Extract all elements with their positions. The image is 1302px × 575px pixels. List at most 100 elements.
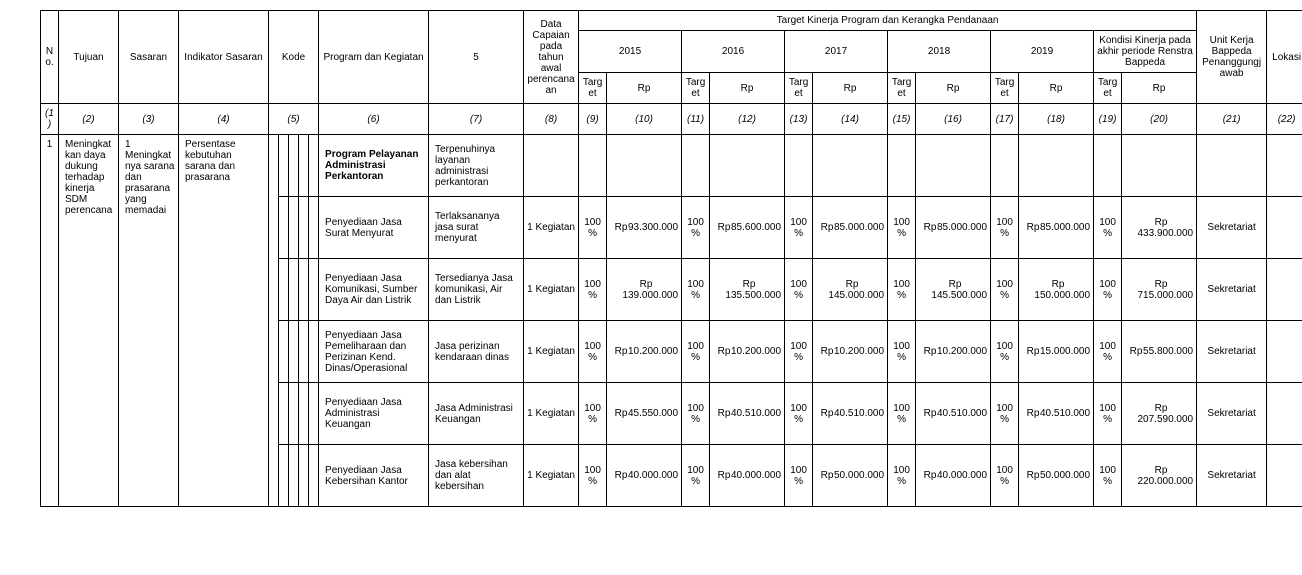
th-rp: Rp	[813, 73, 888, 104]
cell-rp: Rp220.000.000	[1122, 445, 1197, 507]
cell-rp: Rp10.200.000	[916, 321, 991, 383]
cell-rp: Rp715.000.000	[1122, 259, 1197, 321]
rp-label: Rp	[842, 279, 859, 290]
cell: 100%	[682, 445, 710, 507]
cell: 100%	[991, 321, 1019, 383]
rp-label: Rp	[1151, 403, 1168, 414]
colnum: (5)	[269, 104, 319, 135]
cell	[1267, 259, 1302, 321]
rp-label: Rp	[1023, 346, 1040, 357]
rp-label: Rp	[739, 279, 756, 290]
colnum: (3)	[119, 104, 179, 135]
cell: 100%	[682, 197, 710, 259]
rp-label: Rp	[611, 346, 628, 357]
cell-out: Jasa perizinan kendaraan dinas	[429, 321, 524, 383]
cell-kode	[309, 445, 319, 507]
rp-label: Rp	[920, 408, 937, 419]
cell	[785, 135, 813, 197]
colnum: (15)	[888, 104, 916, 135]
cell-kode	[279, 321, 289, 383]
th-sasaran: Sasaran	[119, 11, 179, 104]
colnum: (13)	[785, 104, 813, 135]
rp-val: 40.000.000	[731, 470, 781, 481]
cell: 100%	[888, 321, 916, 383]
cell-rp: Rp10.200.000	[607, 321, 682, 383]
cell-kode	[309, 197, 319, 259]
cell-out: Terpenuhinya layanan administrasi perkan…	[429, 135, 524, 197]
rp-val: 139.000.000	[622, 290, 678, 301]
cell-program: Penyediaan Jasa Surat Menyurat	[319, 197, 429, 259]
cell-kode	[299, 197, 309, 259]
cell-rp: Rp145.500.000	[916, 259, 991, 321]
cell-kode	[299, 445, 309, 507]
cell-rp: Rp40.000.000	[916, 445, 991, 507]
rp-label: Rp	[1048, 279, 1065, 290]
cell: 100%	[579, 259, 607, 321]
cell: 100%	[579, 445, 607, 507]
cell: 100%	[1094, 259, 1122, 321]
cell: 100%	[888, 445, 916, 507]
colnum: (18)	[1019, 104, 1094, 135]
rp-label: Rp	[1023, 408, 1040, 419]
cell-rp: Rp433.900.000	[1122, 197, 1197, 259]
rp-label: Rp	[714, 222, 731, 233]
cell-program: Penyediaan Jasa Komunikasi, Sumber Daya …	[319, 259, 429, 321]
th-indikator: Indikator Sasaran	[179, 11, 269, 104]
colnum: (4)	[179, 104, 269, 135]
cell: 100%	[682, 259, 710, 321]
rp-label: Rp	[611, 408, 628, 419]
cell-out: Terlaksananya jasa surat menyurat	[429, 197, 524, 259]
cell-no: 1	[41, 135, 59, 507]
cell-rp: Rp85.000.000	[813, 197, 888, 259]
cell-kode	[309, 383, 319, 445]
rp-val: 55.800.000	[1143, 346, 1193, 357]
rp-val: 135.500.000	[725, 290, 781, 301]
rp-label: Rp	[714, 346, 731, 357]
cell-rp: Rp55.800.000	[1122, 321, 1197, 383]
rp-val: 40.000.000	[937, 470, 987, 481]
cell: 1 Kegiatan	[524, 259, 579, 321]
cell-kode	[279, 383, 289, 445]
cell-kode	[309, 135, 319, 197]
rp-val: 10.200.000	[731, 346, 781, 357]
cell-kode	[279, 259, 289, 321]
colnum: (12)	[710, 104, 785, 135]
rp-val: 40.510.000	[1040, 408, 1090, 419]
rp-val: 145.000.000	[828, 290, 884, 301]
colnum: (22)	[1267, 104, 1302, 135]
colnum: (16)	[916, 104, 991, 135]
cell: 100%	[991, 197, 1019, 259]
rp-label: Rp	[920, 470, 937, 481]
cell-rp: Rp139.000.000	[607, 259, 682, 321]
rp-val: 40.510.000	[731, 408, 781, 419]
rp-label: Rp	[920, 222, 937, 233]
rp-val: 207.590.000	[1137, 414, 1193, 425]
cell-indikator: Persentase kebutuhan sarana dan prasaran…	[179, 135, 269, 507]
rp-label: Rp	[1151, 465, 1168, 476]
cell: 100%	[682, 383, 710, 445]
cell: 100%	[1094, 383, 1122, 445]
cell-program: Program Pelayanan Administrasi Perkantor…	[319, 135, 429, 197]
cell-tujuan: Meningkatkan daya dukung terhadap kinerj…	[59, 135, 119, 507]
rp-label: Rp	[817, 408, 834, 419]
rp-label: Rp	[714, 470, 731, 481]
colnum: (6)	[319, 104, 429, 135]
cell: 100%	[888, 383, 916, 445]
cell: 100%	[785, 383, 813, 445]
th-rp: Rp	[710, 73, 785, 104]
cell-kode	[309, 259, 319, 321]
th-target: Target	[682, 73, 710, 104]
cell-out: Jasa Administrasi Keuangan	[429, 383, 524, 445]
cell-rp: Rp10.200.000	[813, 321, 888, 383]
cell-kode	[279, 197, 289, 259]
th-program: Program dan Kegiatan	[319, 11, 429, 104]
cell-rp: Rp40.000.000	[607, 445, 682, 507]
rp-label: Rp	[636, 279, 653, 290]
cell-kode	[299, 383, 309, 445]
colnum: (8)	[524, 104, 579, 135]
rp-val: 50.000.000	[834, 470, 884, 481]
cell	[1267, 135, 1302, 197]
cell	[607, 135, 682, 197]
rp-label: Rp	[817, 346, 834, 357]
th-data: Data Capaian pada tahun awal perencanaan	[524, 11, 579, 104]
